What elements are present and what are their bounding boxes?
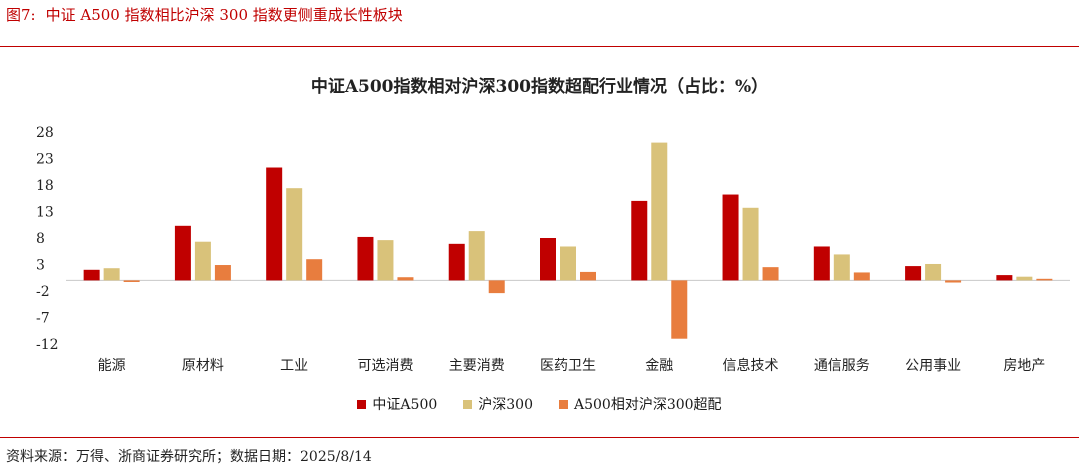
bar-a500	[83, 269, 100, 281]
category-label: 可选消费	[357, 358, 413, 374]
legend-swatch-hs300	[463, 399, 473, 409]
category-label: 公用事业	[905, 358, 961, 374]
bar-overweight	[762, 267, 779, 281]
legend-item-a500: 中证A500	[357, 394, 437, 414]
bar-hs300	[1016, 276, 1033, 281]
bar-overweight	[306, 259, 323, 281]
y-tick-label: 18	[36, 178, 54, 194]
bar-overweight	[580, 271, 596, 281]
bar-hs300	[560, 246, 576, 281]
bar-a500	[174, 225, 191, 281]
y-tick-label: -7	[36, 311, 50, 327]
figure-number: 图7:	[6, 6, 36, 24]
bar-hs300	[103, 268, 120, 281]
legend-label-a500: 中证A500	[372, 397, 438, 413]
y-tick-label: 28	[36, 125, 54, 141]
legend-swatch-overweight	[559, 399, 568, 409]
y-tick-label: -2	[36, 284, 50, 300]
bar-a500	[448, 243, 465, 281]
bar-overweight	[488, 280, 505, 294]
chart-legend: 中证A500 沪深300 A500相对沪深300超配	[0, 394, 1079, 414]
category-label: 工业	[280, 358, 308, 374]
bar-hs300	[833, 254, 850, 281]
bar-overweight	[397, 277, 414, 281]
bar-a500	[266, 167, 283, 281]
bar-hs300	[286, 188, 303, 281]
bar-overweight	[123, 280, 140, 282]
legend-item-hs300: 沪深300	[463, 394, 533, 414]
category-label: 房地产	[1003, 358, 1045, 374]
category-label: 通信服务	[814, 358, 870, 374]
bar-hs300	[925, 263, 942, 281]
bar-overweight	[214, 265, 231, 281]
bar-overweight	[945, 280, 962, 283]
source-note: 资料来源：万得、浙商证券研究所；数据日期：2025/8/14	[6, 449, 372, 465]
bar-a500	[631, 200, 648, 281]
category-label: 主要消费	[449, 358, 505, 374]
y-tick-label: 3	[36, 258, 45, 274]
bar-hs300	[742, 207, 759, 281]
bar-hs300	[194, 241, 211, 281]
bar-hs300	[468, 231, 485, 281]
chart-title: 中证A500指数相对沪深300指数超配行业情况（占比：%）	[310, 77, 769, 97]
bar-a500	[722, 194, 739, 281]
category-label: 医药卫生	[540, 358, 596, 374]
title-rule	[0, 46, 1079, 47]
bar-overweight	[853, 272, 870, 281]
y-tick-label: 23	[36, 152, 54, 168]
category-label: 信息技术	[723, 357, 779, 374]
bar-a500	[813, 246, 830, 281]
bar-hs300	[651, 142, 668, 281]
legend-label-hs300: 沪深300	[478, 397, 533, 413]
y-tick-label: 8	[36, 231, 45, 247]
legend-item-overweight: A500相对沪深300超配	[559, 394, 722, 414]
bar-a500	[540, 238, 556, 281]
figure-title-text: 中证 A500 指数相比沪深 300 指数更侧重成长性板块	[45, 6, 403, 24]
bar-a500	[905, 266, 922, 281]
bar-a500	[357, 236, 374, 281]
bar-hs300	[377, 240, 394, 281]
category-label: 能源	[98, 358, 126, 374]
legend-swatch-a500	[357, 399, 367, 409]
y-tick-label: 13	[36, 205, 54, 221]
figure-title: 图7: 中证 A500 指数相比沪深 300 指数更侧重成长性板块	[6, 4, 403, 25]
bar-overweight	[1036, 278, 1053, 281]
category-label: 原材料	[182, 358, 224, 374]
bar-a500	[996, 275, 1013, 281]
legend-label-overweight: A500相对沪深300超配	[574, 397, 722, 413]
y-tick-label: -12	[36, 337, 59, 353]
category-label: 金融	[645, 358, 673, 374]
bar-overweight	[671, 280, 688, 339]
source-rule	[0, 437, 1079, 438]
